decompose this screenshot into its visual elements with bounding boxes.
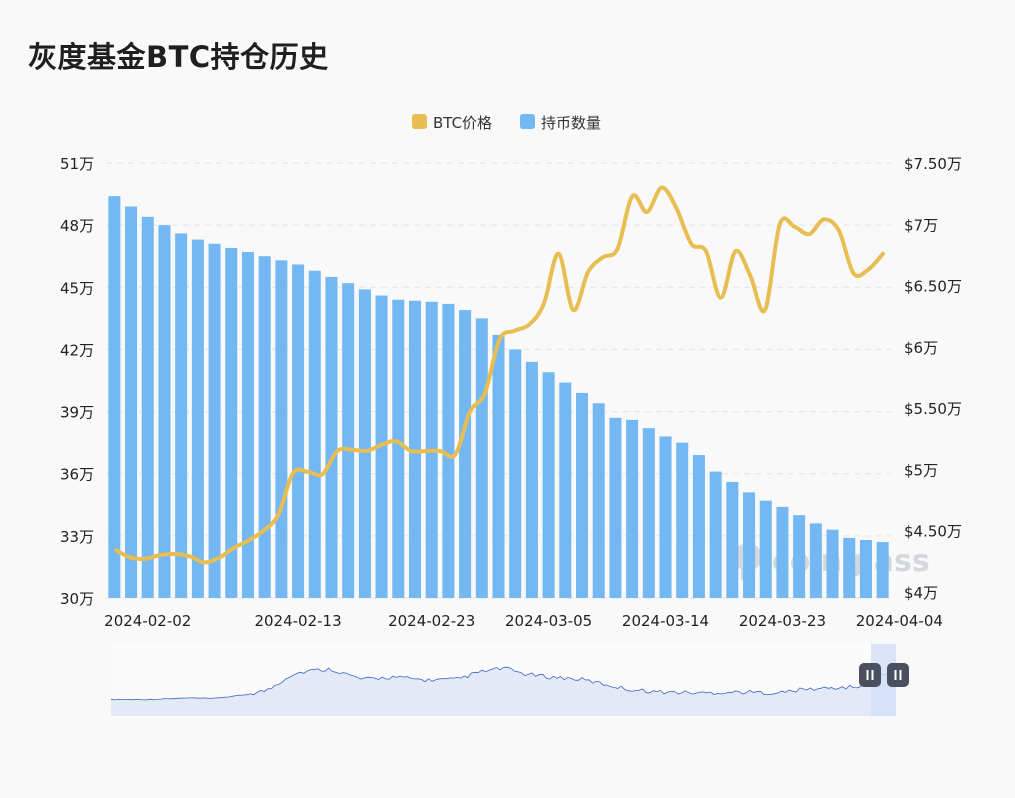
x-axis-tick-label: 2024-02-13 (254, 612, 341, 630)
left-axis-tick-label: 48万 (60, 217, 94, 235)
holdings-bar (726, 482, 739, 598)
x-axis-tick-label: 2024-03-23 (739, 612, 826, 630)
holdings-bar (542, 372, 555, 598)
slider-overview-line (110, 666, 897, 701)
legend-item[interactable]: 持币数量 (520, 114, 601, 132)
holdings-bar (743, 492, 756, 598)
holdings-bar (609, 417, 622, 598)
legend-swatch (412, 114, 427, 129)
right-axis-ticks: $4万 $4.50万 $5万 $5.50万 $6万 $6.50万 $7万 $7.50万 (904, 155, 962, 602)
holdings-bar (826, 529, 839, 598)
holdings-bar (225, 247, 238, 598)
holdings-bar (692, 455, 705, 598)
holdings-bar (859, 540, 872, 598)
holdings-bar (442, 303, 455, 598)
holdings-bar (275, 260, 288, 598)
right-axis-tick-label: $5万 (904, 461, 938, 479)
page-title: 灰度基金BTC持仓历史 (28, 40, 329, 74)
right-axis-tick-label: $5.50万 (904, 400, 962, 418)
left-axis-tick-label: 45万 (60, 279, 94, 297)
holdings-bar (843, 537, 856, 598)
x-axis-tick-label: 2024-02-23 (388, 612, 475, 630)
slider-handle-left[interactable] (859, 663, 881, 687)
legend: BTC价格 持币数量 (412, 114, 601, 132)
left-axis-tick-label: 39万 (60, 404, 94, 422)
holdings-bar (525, 361, 538, 598)
left-axis-tick-label: 36万 (60, 466, 94, 484)
holdings-bar (325, 276, 338, 598)
holdings-bar (125, 206, 138, 598)
holdings-bar (158, 225, 171, 598)
holdings-bars (108, 196, 889, 599)
right-axis-tick-label: $4.50万 (904, 523, 962, 541)
holdings-bar (776, 506, 789, 598)
holdings-bar (258, 256, 271, 598)
left-axis-tick-label: 33万 (60, 528, 94, 546)
left-axis-ticks: 30万 33万 36万 39万 42万 45万 48万 51万 (60, 155, 94, 608)
holdings-bar (876, 542, 889, 598)
holdings-bar (108, 196, 121, 598)
holdings-bar (175, 233, 188, 598)
right-axis-tick-label: $7.50万 (904, 155, 962, 173)
x-axis-ticks: 2024-02-02 2024-02-13 2024-02-23 2024-03-05… (104, 612, 943, 630)
legend-label: 持币数量 (541, 114, 601, 132)
legend-item[interactable]: BTC价格 (412, 114, 492, 132)
holdings-bar (559, 382, 572, 598)
holdings-bar (459, 310, 472, 598)
x-axis-tick-label: 2024-02-02 (104, 612, 191, 630)
holdings-bar (342, 283, 355, 598)
holdings-bar (676, 442, 689, 598)
holdings-bar (626, 419, 639, 598)
left-axis-tick-label: 51万 (60, 155, 94, 173)
holdings-bar (308, 270, 321, 598)
legend-label: BTC价格 (433, 114, 492, 132)
left-axis-tick-label: 30万 (60, 590, 94, 608)
x-axis-tick-label: 2024-03-05 (505, 612, 592, 630)
right-axis-tick-label: $4万 (904, 584, 938, 602)
holdings-bar (509, 349, 522, 598)
holdings-bar (492, 334, 505, 598)
x-axis-tick-label: 2024-04-04 (856, 612, 943, 630)
price-series-line (114, 185, 885, 565)
holdings-bar (642, 428, 655, 598)
holdings-bar (575, 392, 589, 598)
price-line (114, 185, 885, 565)
zoom-slider[interactable] (110, 644, 909, 716)
right-axis-tick-label: $7万 (904, 216, 938, 234)
holdings-bar (592, 403, 605, 598)
x-axis-tick-label: 2024-03-14 (622, 612, 709, 630)
holdings-bar (191, 239, 204, 598)
holdings-bar (241, 252, 254, 599)
left-axis-tick-label: 42万 (60, 341, 94, 359)
holdings-bar (408, 300, 422, 598)
holdings-bar (809, 523, 822, 598)
right-axis-tick-label: $6.50万 (904, 278, 962, 296)
right-axis-tick-label: $6万 (904, 339, 938, 357)
slider-handle-right[interactable] (887, 663, 909, 687)
holdings-bar (208, 243, 221, 599)
holdings-bar (709, 471, 722, 598)
holdings-bar (659, 436, 672, 598)
holdings-bar (358, 289, 371, 598)
holdings-bar (793, 515, 806, 598)
holdings-bar (759, 500, 772, 598)
holdings-bar (141, 216, 154, 598)
holdings-bar (392, 299, 405, 598)
holdings-bar (292, 264, 305, 598)
slider-overview-area (111, 667, 896, 716)
holdings-bar (475, 318, 488, 598)
legend-swatch (520, 114, 535, 129)
